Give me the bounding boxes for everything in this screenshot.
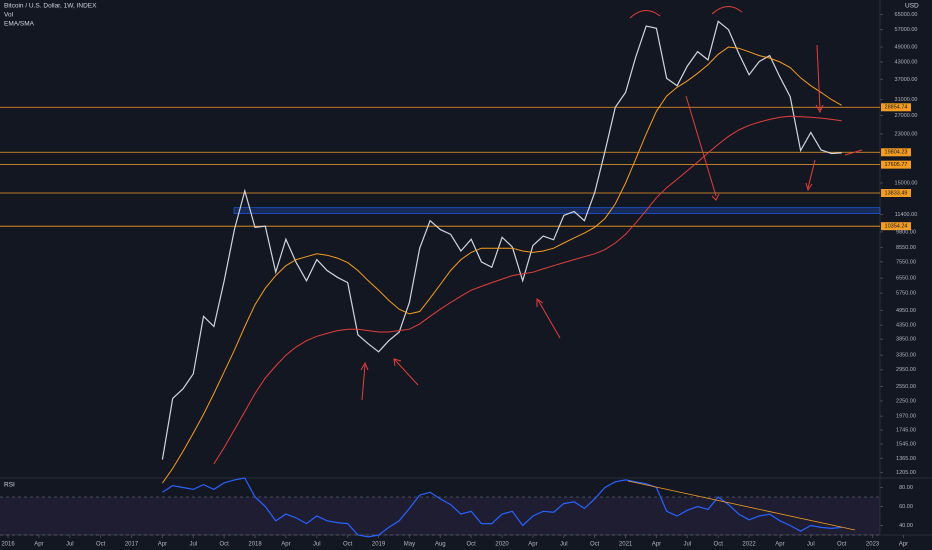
x-tick-label: 2022	[742, 542, 756, 548]
y-tick-label: 1365.00	[896, 456, 916, 462]
y-tick-label: 40.00	[899, 523, 913, 529]
y-tick-label: 3350.00	[896, 353, 916, 359]
y-tick-label: 1545.00	[896, 442, 916, 448]
level-tag	[881, 148, 911, 157]
x-tick-label: Oct	[467, 542, 477, 548]
y-tick-label: 31000.00	[895, 97, 918, 103]
y-tick-label: 15000.00	[895, 180, 918, 186]
rsi-label: RSI	[4, 482, 15, 489]
x-tick-label: 2019	[372, 542, 386, 548]
y-tick-label: 65000.00	[895, 12, 918, 18]
y-tick-label: 1745.00	[896, 428, 916, 434]
y-tick-label: 11400.00	[895, 212, 918, 218]
level-tag	[881, 222, 911, 231]
x-tick-label: Apr	[775, 542, 784, 548]
x-tick-label: Jul	[66, 542, 74, 548]
y-tick-label: 57000.00	[895, 27, 918, 33]
level-tag-label: 13833.49	[885, 190, 908, 196]
series-line	[162, 477, 842, 538]
series-line	[161, 46, 842, 484]
y-tick-label: 37000.00	[895, 77, 918, 83]
x-tick-label: 2021	[619, 542, 633, 548]
x-tick-label: Aug	[435, 542, 446, 548]
currency-label: USD	[905, 3, 919, 10]
x-tick-label: Oct	[714, 542, 724, 548]
x-tick-label: Oct	[96, 542, 106, 548]
x-tick-label: Jul	[560, 542, 568, 548]
plot: 28854.74 19804.23 17605.77 13833.49 10354.24…	[0, 12, 917, 548]
y-tick-label: 2950.00	[896, 367, 916, 373]
level-tag-label: 17605.77	[885, 162, 908, 168]
x-tick-label: 2017	[125, 542, 139, 548]
x-tick-label: Oct	[343, 542, 353, 548]
y-tick-label: 4350.00	[896, 323, 916, 329]
x-tick-label: Oct	[219, 542, 229, 548]
x-tick-label: Oct	[590, 542, 600, 548]
x-tick-label: 2016	[1, 542, 15, 548]
x-tick-label: Jul	[189, 542, 197, 548]
rsi-band	[0, 497, 880, 535]
y-tick-label: 3850.00	[896, 337, 916, 343]
y-tick-label: 9800.00	[896, 229, 916, 235]
x-tick-label: Apr	[158, 542, 167, 548]
x-tick-label: Apr	[281, 542, 290, 548]
level-tag	[881, 160, 911, 169]
x-tick-label: 2018	[248, 542, 262, 548]
x-tick-label: Apr	[528, 542, 537, 548]
y-tick-label: 8550.00	[896, 245, 916, 251]
y-tick-label: 1970.00	[896, 414, 916, 420]
x-tick-label: May	[404, 542, 415, 548]
y-tick-label: 27000.00	[895, 113, 918, 119]
level-tag-label: 10354.24	[885, 224, 908, 230]
level-tag	[881, 103, 911, 112]
y-tick-label: 7550.00	[896, 259, 916, 265]
rsi-trendline	[627, 480, 856, 531]
x-tick-label: Jul	[683, 542, 691, 548]
indicator-label: EMA/SMA	[4, 21, 35, 28]
level-tag	[881, 188, 911, 197]
y-tick-label: 2550.00	[896, 384, 916, 390]
x-tick-label: Apr	[652, 542, 661, 548]
x-tick-label: Oct	[837, 542, 847, 548]
y-tick-label: 49000.00	[895, 44, 918, 50]
level-tag-label: 19804.23	[885, 150, 908, 156]
x-tick-label: 2020	[495, 542, 509, 548]
zone	[233, 207, 881, 214]
level-tag-label: 28854.74	[885, 105, 908, 111]
x-tick-label: Apr	[899, 542, 908, 548]
volume-label: Vol	[4, 12, 14, 19]
x-tick-label: Jul	[313, 542, 321, 548]
x-tick-label: 2023	[866, 542, 880, 548]
symbol-title: Bitcoin / U.S. Dollar, 1W, INDEX	[4, 3, 97, 10]
y-tick-label: 1205.00	[896, 470, 916, 476]
y-tick-label: 2250.00	[896, 398, 916, 404]
x-tick-label: Apr	[34, 542, 43, 548]
y-tick-label: 80.00	[899, 485, 913, 491]
y-tick-label: 6550.00	[896, 276, 916, 282]
annotations	[360, 6, 863, 401]
y-tick-label: 60.00	[899, 504, 913, 510]
y-tick-label: 23000.00	[895, 131, 918, 137]
series-line	[161, 20, 842, 460]
y-tick-label: 43000.00	[895, 59, 918, 65]
y-tick-label: 4950.00	[896, 308, 916, 314]
y-tick-label: 5750.00	[896, 291, 916, 297]
x-tick-label: Jul	[807, 542, 815, 548]
series-line	[213, 115, 842, 465]
